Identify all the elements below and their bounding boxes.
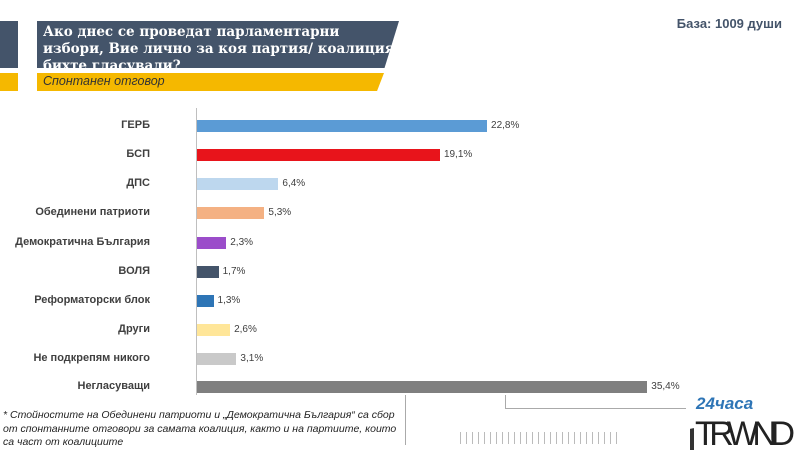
trend-logo: 24часа TRWND [674, 392, 800, 455]
category-axis [196, 108, 197, 395]
decor-stripes [460, 432, 620, 444]
data-label: 35,4% [651, 381, 680, 392]
bar [197, 149, 440, 161]
bar [197, 120, 488, 132]
category-label: Други [118, 323, 150, 335]
category-label: Не подкрепям никого [33, 352, 150, 364]
svg-text:24часа: 24часа [695, 394, 753, 413]
question-banner [37, 21, 399, 68]
subtitle-left-block [0, 73, 18, 91]
data-label: 19,1% [443, 149, 473, 160]
data-label: 2,3% [230, 237, 254, 248]
bar [197, 295, 214, 307]
decor-line [405, 395, 406, 445]
header-left-block [0, 21, 18, 68]
bar [197, 266, 219, 278]
category-label: Демократична България [15, 236, 150, 248]
data-label: 1,3% [217, 295, 241, 306]
data-label: 22,8% [491, 120, 520, 131]
bar [197, 324, 231, 336]
category-label: Негласуващи [77, 380, 151, 392]
sample-base: База: 1009 души [676, 16, 782, 31]
bar [197, 353, 237, 365]
bar [197, 381, 648, 393]
chart-title: Ако днес се проведат парламентарни избор… [43, 24, 395, 74]
category-label: ВОЛЯ [118, 265, 150, 277]
footnote: * Стойностите на Обединени патриоти и „Д… [3, 409, 397, 448]
category-label: Реформаторски блок [34, 294, 150, 306]
category-label: ДПС [126, 177, 150, 189]
data-label: 6,4% [282, 178, 306, 189]
bar [197, 178, 279, 190]
data-label: 2,6% [234, 324, 257, 335]
category-label: БСП [126, 148, 150, 160]
bar [197, 207, 265, 219]
data-label: 3,1% [240, 353, 264, 364]
category-label: Обединени патриоти [35, 206, 150, 218]
decor-line [505, 395, 686, 409]
category-label: ГЕРБ [121, 119, 150, 131]
chart-subtitle: Спонтанен отговор [43, 74, 165, 88]
subtitle-banner [37, 73, 384, 91]
data-label: 1,7% [222, 266, 246, 277]
data-label: 5,3% [268, 207, 292, 218]
svg-text:TRWND: TRWND [695, 415, 795, 450]
bar [197, 237, 227, 249]
